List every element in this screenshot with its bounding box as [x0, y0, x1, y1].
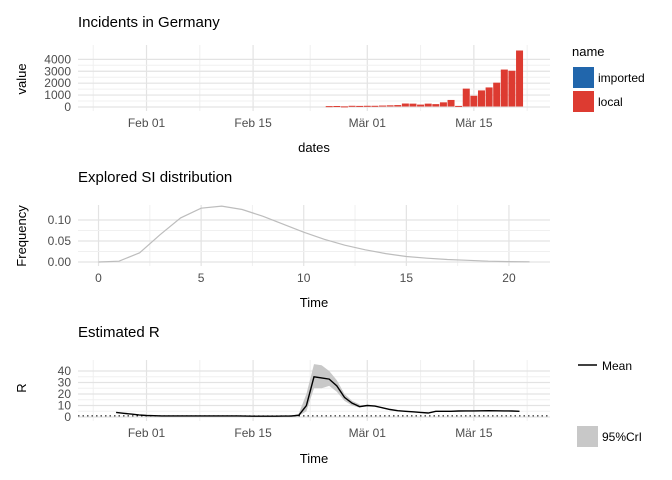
- bar-local: [371, 105, 379, 107]
- si-line: [98, 205, 530, 263]
- bar-local: [447, 99, 455, 107]
- x-tick-label: Feb 01: [128, 426, 166, 440]
- bar-local: [379, 105, 387, 107]
- legend-imported-label: imported: [598, 71, 645, 85]
- x-tick-label: 15: [400, 271, 414, 285]
- bar-local: [470, 95, 478, 107]
- bar-local: [409, 103, 417, 107]
- y-tick-label: 30: [58, 376, 72, 390]
- y-tick-label: 1000: [44, 88, 71, 102]
- x-tick-label: Mär 01: [349, 116, 387, 130]
- bar-local: [432, 104, 440, 107]
- incidents-grid: [78, 45, 550, 111]
- legend-local-label: local: [598, 95, 623, 109]
- y-tick-label: 0.10: [48, 213, 72, 227]
- x-tick-label: 5: [198, 271, 205, 285]
- x-tick-label: Feb 15: [234, 426, 272, 440]
- bar-local: [325, 106, 333, 108]
- x-tick-label: Feb 01: [128, 116, 166, 130]
- x-tick-label: Mär 01: [349, 426, 387, 440]
- r-x-axis-label: Time: [300, 451, 328, 466]
- si-distribution-line: [98, 205, 530, 263]
- crl-ribbon: [291, 364, 360, 417]
- si-axis-ticks: 0 5 10 15 20 0.00 0.05 0.10: [48, 213, 516, 285]
- bar-local: [363, 105, 371, 107]
- bar-local: [439, 102, 447, 107]
- chart-title-r: Estimated R: [78, 324, 160, 341]
- x-tick-label: Mär 15: [455, 116, 493, 130]
- chart-title-incidents: Incidents in Germany: [78, 14, 220, 31]
- y-tick-label: 0.05: [48, 234, 72, 248]
- legend-local-swatch: [573, 91, 594, 112]
- incidents-legend-title: name: [572, 44, 605, 59]
- si-x-axis-label: Time: [300, 295, 328, 310]
- bar-local: [493, 82, 501, 107]
- x-tick-label: 0: [95, 271, 102, 285]
- incidents-y-axis-label: value: [14, 63, 29, 94]
- legend-imported-swatch: [573, 67, 594, 88]
- si-y-axis-label: Frequency: [14, 205, 29, 267]
- bar-local: [477, 90, 485, 107]
- legend-crl-label: 95%CrI: [602, 430, 642, 444]
- bar-local: [417, 104, 425, 107]
- x-tick-label: Feb 15: [234, 116, 272, 130]
- bar-local: [340, 106, 348, 108]
- bar-local: [500, 69, 508, 107]
- bar-local: [455, 105, 463, 107]
- legend-mean-label: Mean: [602, 359, 632, 373]
- bar-local: [424, 103, 432, 107]
- r-series: [78, 364, 550, 417]
- incidents-axis-ticks: Feb 01 Feb 15 Mär 01 Mär 15 0100020003000400…: [44, 52, 493, 130]
- bar-local: [485, 87, 493, 107]
- y-tick-label: 0: [64, 100, 71, 114]
- mean-line: [116, 376, 520, 417]
- y-tick-label: 10: [58, 399, 72, 413]
- r-y-axis-label: R: [14, 383, 29, 392]
- y-tick-label: 2000: [44, 76, 71, 90]
- y-tick-label: 20: [58, 387, 72, 401]
- chart-title-si: Explored SI distribution: [78, 169, 232, 186]
- bar-local: [348, 105, 356, 107]
- bar-local: [401, 103, 409, 107]
- x-tick-label: 20: [502, 271, 516, 285]
- bar-local: [516, 50, 524, 107]
- incidents-x-axis-label: dates: [298, 140, 330, 155]
- y-tick-label: 4000: [44, 52, 71, 66]
- bar-local: [386, 105, 394, 107]
- legend-crl-swatch: [577, 426, 598, 447]
- y-tick-label: 3000: [44, 64, 71, 78]
- x-tick-label: Mär 15: [455, 426, 493, 440]
- x-tick-label: 10: [297, 271, 311, 285]
- bar-local: [462, 88, 470, 107]
- bar-local: [394, 105, 402, 107]
- si-grid: [78, 205, 550, 266]
- y-tick-label: 0.00: [48, 255, 72, 269]
- bar-local: [508, 70, 516, 107]
- bar-local: [356, 105, 364, 107]
- bar-local: [333, 106, 341, 108]
- y-tick-label: 40: [58, 364, 72, 378]
- y-tick-label: 0: [64, 410, 71, 424]
- incidents-bars: [325, 50, 524, 108]
